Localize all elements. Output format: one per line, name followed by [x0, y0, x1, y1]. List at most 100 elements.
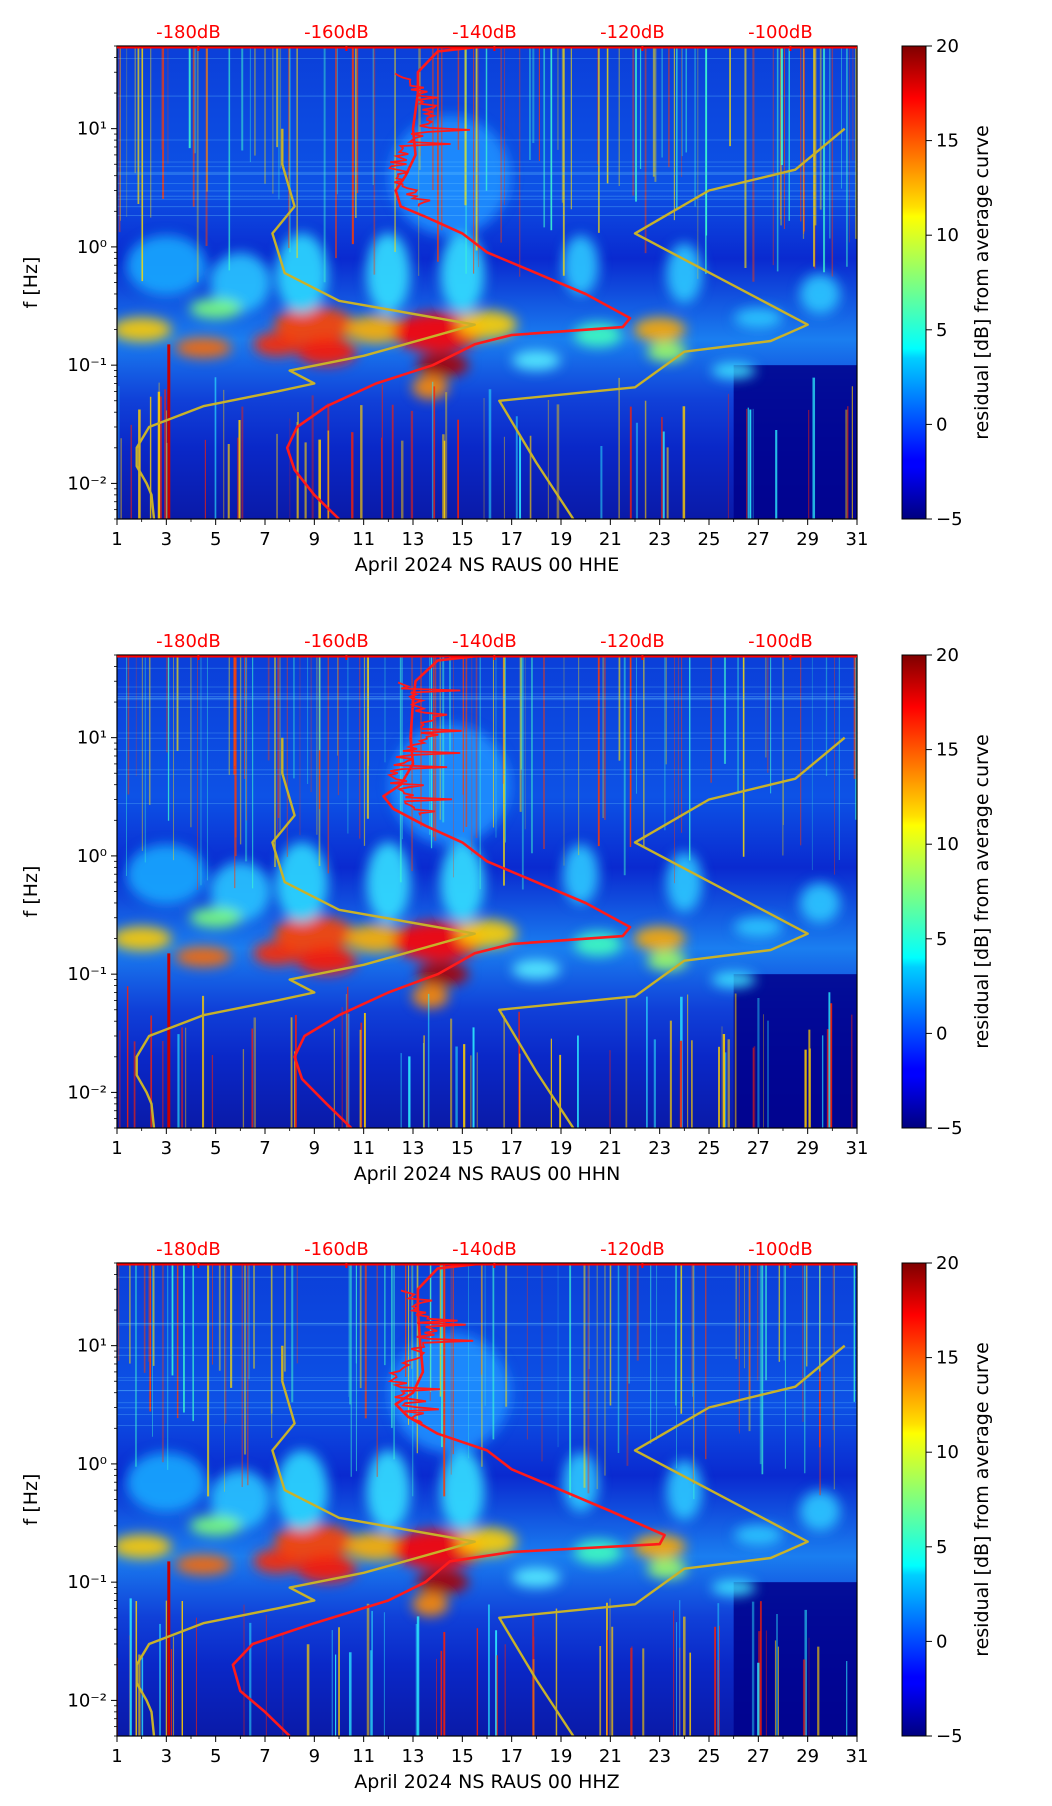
x-axis-label: April 2024 NS RAUS 00 HHZ	[354, 1771, 619, 1793]
x-tick-label: 5	[210, 529, 221, 550]
x-tick-label: 9	[309, 529, 320, 550]
x-tick-label: 13	[402, 1746, 425, 1767]
average-psd-curve	[285, 46, 857, 519]
db-tick-label: -160dB	[304, 22, 369, 43]
x-tick-label: 17	[500, 529, 523, 550]
microseism-event	[346, 924, 406, 953]
microseism-event	[126, 235, 207, 296]
noise-model-curves	[135, 1344, 846, 1736]
x-tick-label: 15	[451, 529, 474, 550]
spectrogram-panel-hhe: 1 3 5 7 9 11 13 15 17 19 21 23 25 27 29 31 10⁻²10⁻¹10⁰1…	[20, 22, 993, 576]
y-axis-ticks: 10⁻² 10⁻¹ 10⁰ 10¹	[67, 1262, 117, 1737]
colorbar-tick-label: 20	[936, 36, 959, 57]
microseism-event	[734, 1525, 783, 1546]
colorbar-gradient	[901, 1262, 927, 1737]
x-axis-label: April 2024 NS RAUS 00 HHE	[355, 554, 619, 576]
microseism-event	[210, 1469, 271, 1530]
x-tick-label: 27	[747, 1138, 770, 1159]
y-tick-label: 10⁰	[77, 1454, 107, 1475]
microseism-event	[276, 842, 328, 923]
x-tick-label: 5	[210, 1138, 221, 1159]
microseism-event	[189, 907, 242, 928]
microseism-event	[117, 1534, 172, 1559]
microseism-event	[416, 353, 469, 378]
microseism-event	[296, 946, 357, 975]
x-axis-ticks: 1 3 5 7 9 11 13 15 17 19 21 23 25 27 29 31	[111, 1736, 868, 1767]
microseism-event	[296, 1554, 357, 1583]
y-tick-label: 10⁻¹	[67, 355, 107, 376]
colorbar-tick-label: 5	[936, 929, 947, 950]
microseism-event	[189, 1515, 242, 1536]
x-tick-label: 31	[846, 529, 869, 550]
microseism-event	[711, 1579, 756, 1596]
x-tick-label: 13	[402, 1138, 425, 1159]
x-tick-label: 27	[747, 529, 770, 550]
x-tick-label: 23	[648, 529, 671, 550]
y-tick-label: 10¹	[77, 119, 107, 140]
microseism-event	[711, 362, 756, 379]
y-axis-label: f [Hz]	[20, 866, 42, 918]
microseism-event	[416, 962, 469, 987]
microseism-event	[117, 317, 172, 342]
colorbar-tick-label: 15	[936, 131, 959, 152]
colorbar-tick-label: −5	[936, 1726, 963, 1747]
x-tick-label: 7	[259, 1746, 270, 1767]
microseism-event	[562, 1452, 599, 1513]
microseism-event	[633, 1534, 686, 1559]
db-tick-label: -140dB	[452, 1239, 517, 1260]
colorbar-tick-label: −5	[936, 509, 963, 530]
db-tick-label: -100dB	[748, 631, 813, 652]
average-psd-curve	[231, 1263, 857, 1736]
x-tick-label: 19	[550, 529, 573, 550]
x-axis-ticks: 1 3 5 7 9 11 13 15 17 19 21 23 25 27 29 31	[111, 519, 868, 550]
db-tick-label: -120dB	[600, 1239, 665, 1260]
noise-model-curves	[135, 736, 846, 1128]
microseism-event	[800, 273, 840, 314]
microseism-event	[366, 233, 411, 314]
transient-streaks	[117, 655, 857, 1128]
microseism-event	[416, 1570, 469, 1595]
top-db-axis: -180dB -160dB -140dB -120dB -100dB	[117, 1239, 857, 1268]
top-db-axis: -180dB -160dB -140dB -120dB -100dB	[117, 631, 857, 660]
microseism-event	[390, 115, 510, 236]
microseism-event	[274, 1523, 355, 1560]
x-tick-label: 21	[599, 529, 622, 550]
microseism-event	[800, 882, 840, 923]
x-tick-label: 9	[309, 1138, 320, 1159]
db-tick-label: -120dB	[600, 22, 665, 43]
microseism-event	[734, 308, 783, 329]
x-tick-label: 3	[161, 1138, 172, 1159]
microseism-event	[512, 350, 561, 371]
microseism-event	[296, 337, 357, 366]
x-tick-label: 23	[648, 1746, 671, 1767]
db-tick-label: -140dB	[452, 631, 517, 652]
top-db-axis: -180dB -160dB -140dB -120dB -100dB	[117, 22, 857, 51]
x-tick-label: 1	[111, 1138, 122, 1159]
colorbar-tick-label: 15	[936, 740, 959, 761]
x-tick-label: 15	[451, 1138, 474, 1159]
colorbar-gradient	[901, 45, 927, 520]
microseism-blobs	[117, 1332, 840, 1617]
microseism-event	[412, 1592, 449, 1617]
psd-line	[285, 46, 857, 519]
db-tick-label: -120dB	[600, 631, 665, 652]
y-tick-label: 10⁻²	[67, 473, 107, 494]
microseism-event	[647, 341, 688, 362]
microseism-event	[457, 310, 517, 339]
colorbar-tick-label: 5	[936, 320, 947, 341]
x-tick-label: 25	[698, 529, 721, 550]
colorbar-gradient	[901, 654, 927, 1129]
x-axis-ticks: 1 3 5 7 9 11 13 15 17 19 21 23 25 27 29 31	[111, 1128, 868, 1159]
colorbar: −5 0 5 10 15 20	[901, 645, 963, 1139]
x-tick-label: 1	[111, 529, 122, 550]
noise-model-high	[498, 736, 846, 1128]
y-tick-label: 10⁻²	[67, 1690, 107, 1711]
colorbar-tick-label: 15	[936, 1348, 959, 1369]
x-tick-label: 31	[846, 1138, 869, 1159]
microseism-event	[274, 915, 355, 952]
colorbar-tick-label: 20	[936, 1253, 959, 1274]
noise-model-low	[135, 737, 476, 1128]
colorbar-label: residual [dB] from average curve	[971, 734, 993, 1049]
microseism-event	[633, 317, 686, 342]
